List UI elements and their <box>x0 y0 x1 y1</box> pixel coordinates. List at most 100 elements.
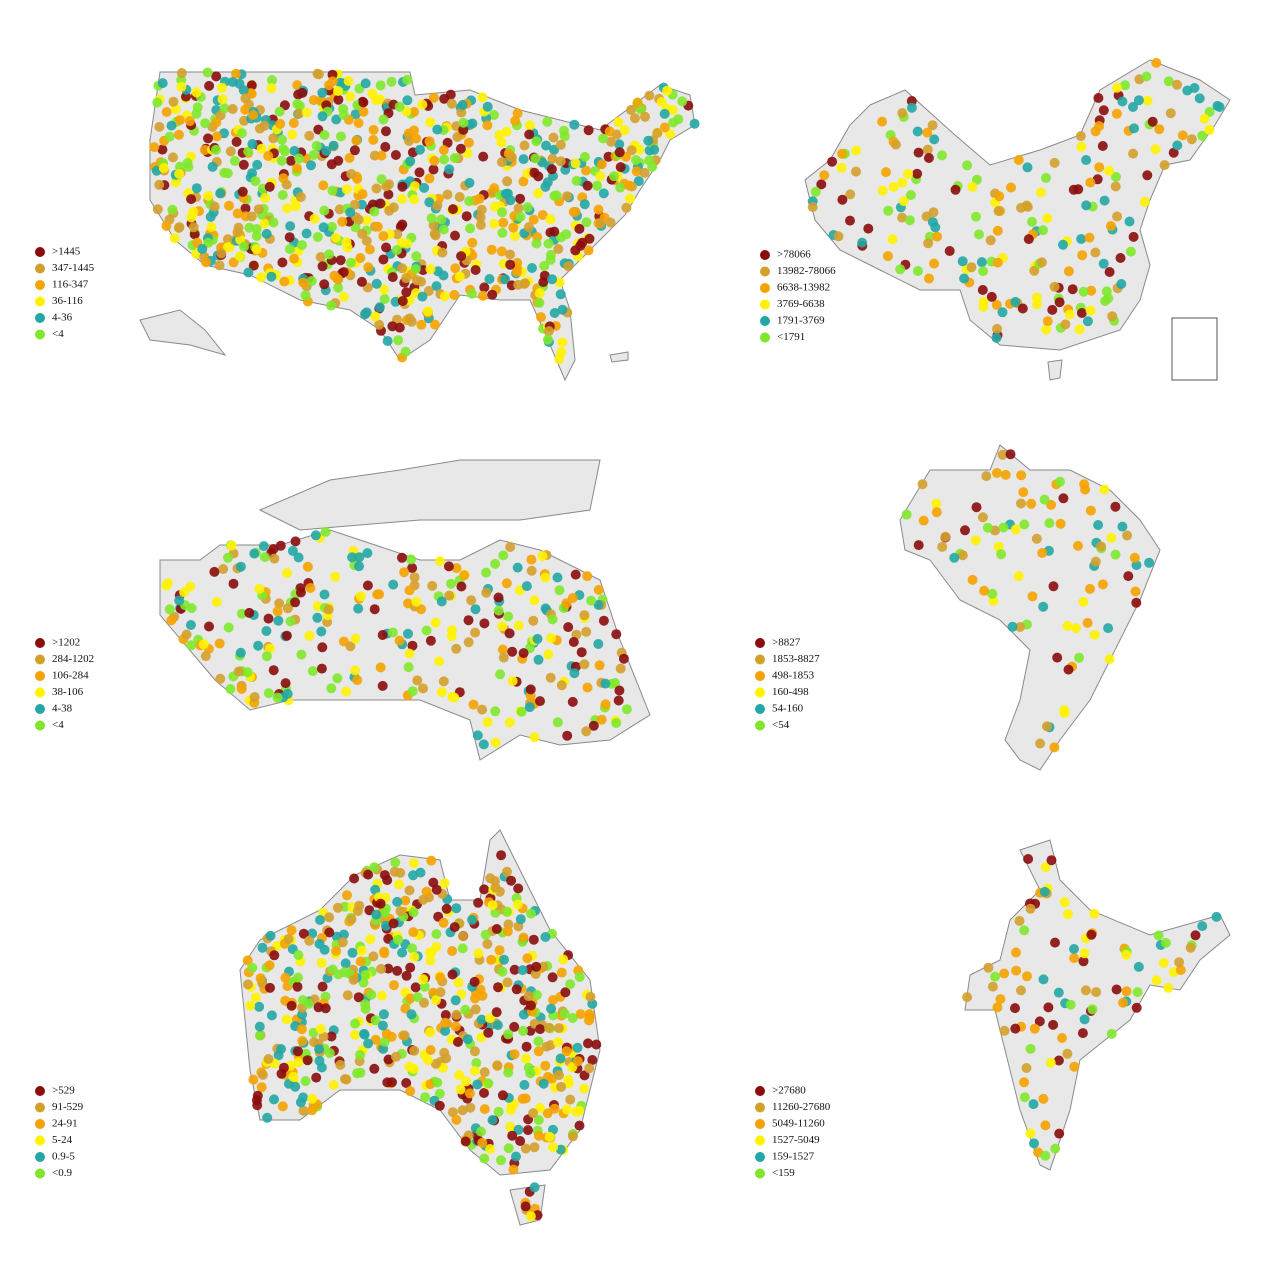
site-dot <box>248 260 259 271</box>
site-dot <box>522 202 533 213</box>
site-dot <box>450 1021 461 1032</box>
site-dot <box>394 635 405 646</box>
legend-swatch <box>760 332 770 343</box>
site-dot <box>227 104 238 114</box>
site-dot <box>971 502 982 513</box>
site-dot <box>489 183 500 194</box>
site-dot <box>569 119 580 130</box>
site-dot <box>621 202 632 213</box>
site-dot <box>185 620 196 630</box>
site-dot <box>254 1030 265 1041</box>
site-dot <box>201 257 211 268</box>
legend-label: 284-1202 <box>52 653 94 665</box>
site-dot <box>563 622 574 633</box>
site-dot <box>1147 116 1158 127</box>
site-dot <box>371 183 382 194</box>
site-dot <box>1128 231 1139 242</box>
site-dot <box>328 140 339 151</box>
site-dot <box>375 198 386 209</box>
site-dot <box>393 934 404 945</box>
site-dot <box>154 179 165 190</box>
site-dot <box>437 247 448 258</box>
site-dot <box>502 926 513 937</box>
site-dot <box>412 992 423 1003</box>
site-dot <box>567 1013 578 1023</box>
site-dot <box>288 118 299 128</box>
site-dot <box>388 918 399 929</box>
site-dot <box>387 627 398 638</box>
site-dot <box>293 972 303 983</box>
site-dot <box>966 262 977 273</box>
site-dot <box>1165 108 1176 119</box>
site-dot <box>546 1003 557 1014</box>
site-dot <box>971 211 981 222</box>
site-dot <box>1076 141 1087 152</box>
site-dot <box>321 146 332 156</box>
site-dot <box>431 929 442 939</box>
site-dot <box>553 244 564 254</box>
site-dot <box>331 945 342 956</box>
site-dot <box>1106 532 1117 543</box>
site-dot <box>526 908 536 919</box>
site-dot <box>1079 948 1090 959</box>
site-dot <box>277 257 288 268</box>
site-dot <box>407 943 418 954</box>
site-dot <box>428 164 439 175</box>
site-dot <box>615 663 626 674</box>
site-dot <box>470 1004 481 1015</box>
site-dot <box>438 270 449 281</box>
site-dot <box>304 630 315 641</box>
site-dot <box>287 129 298 140</box>
site-dot <box>976 257 987 268</box>
site-dot <box>611 718 622 728</box>
site-dot <box>246 211 257 222</box>
site-dot <box>582 180 593 191</box>
site-dot <box>293 552 304 563</box>
site-dot <box>1059 897 1070 908</box>
site-dot <box>1090 247 1101 258</box>
site-dot <box>469 976 480 987</box>
legend-swatch <box>35 313 45 323</box>
site-dot <box>1060 319 1071 330</box>
legend-label: 6638-13982 <box>777 282 830 294</box>
site-dot <box>521 581 532 592</box>
site-dot <box>528 214 539 225</box>
site-dot <box>659 122 670 133</box>
site-dot <box>174 168 185 179</box>
site-dot <box>517 965 528 976</box>
site-dot <box>372 221 383 232</box>
site-dot <box>1023 234 1034 245</box>
site-dot <box>401 970 412 981</box>
legend-label: <54 <box>772 719 790 731</box>
site-dot <box>513 620 524 631</box>
site-dot <box>333 94 344 105</box>
site-dot <box>457 1105 468 1116</box>
site-dot <box>370 1034 381 1045</box>
site-dot <box>253 640 264 651</box>
site-dot <box>481 587 492 598</box>
site-dot <box>1085 583 1095 594</box>
site-dot <box>881 167 891 178</box>
site-dot <box>161 107 172 117</box>
site-dot <box>562 191 572 202</box>
site-dot <box>235 561 246 572</box>
site-dot <box>374 319 385 330</box>
site-dot <box>455 1084 466 1095</box>
site-dot <box>400 895 411 906</box>
site-dot <box>827 156 838 167</box>
site-dot <box>1049 157 1060 168</box>
site-dot <box>256 272 267 283</box>
site-dot <box>247 139 258 149</box>
site-dot <box>1163 982 1174 993</box>
site-dot <box>1115 253 1126 263</box>
site-dot <box>353 603 364 614</box>
site-dot <box>917 479 928 490</box>
site-dot <box>897 177 908 188</box>
inset-box <box>1171 317 1218 381</box>
site-dot <box>556 1081 567 1092</box>
site-dot <box>168 152 178 163</box>
site-dot <box>518 932 529 943</box>
site-dot <box>974 229 984 240</box>
site-dot <box>518 1009 529 1020</box>
site-dot <box>326 683 337 694</box>
